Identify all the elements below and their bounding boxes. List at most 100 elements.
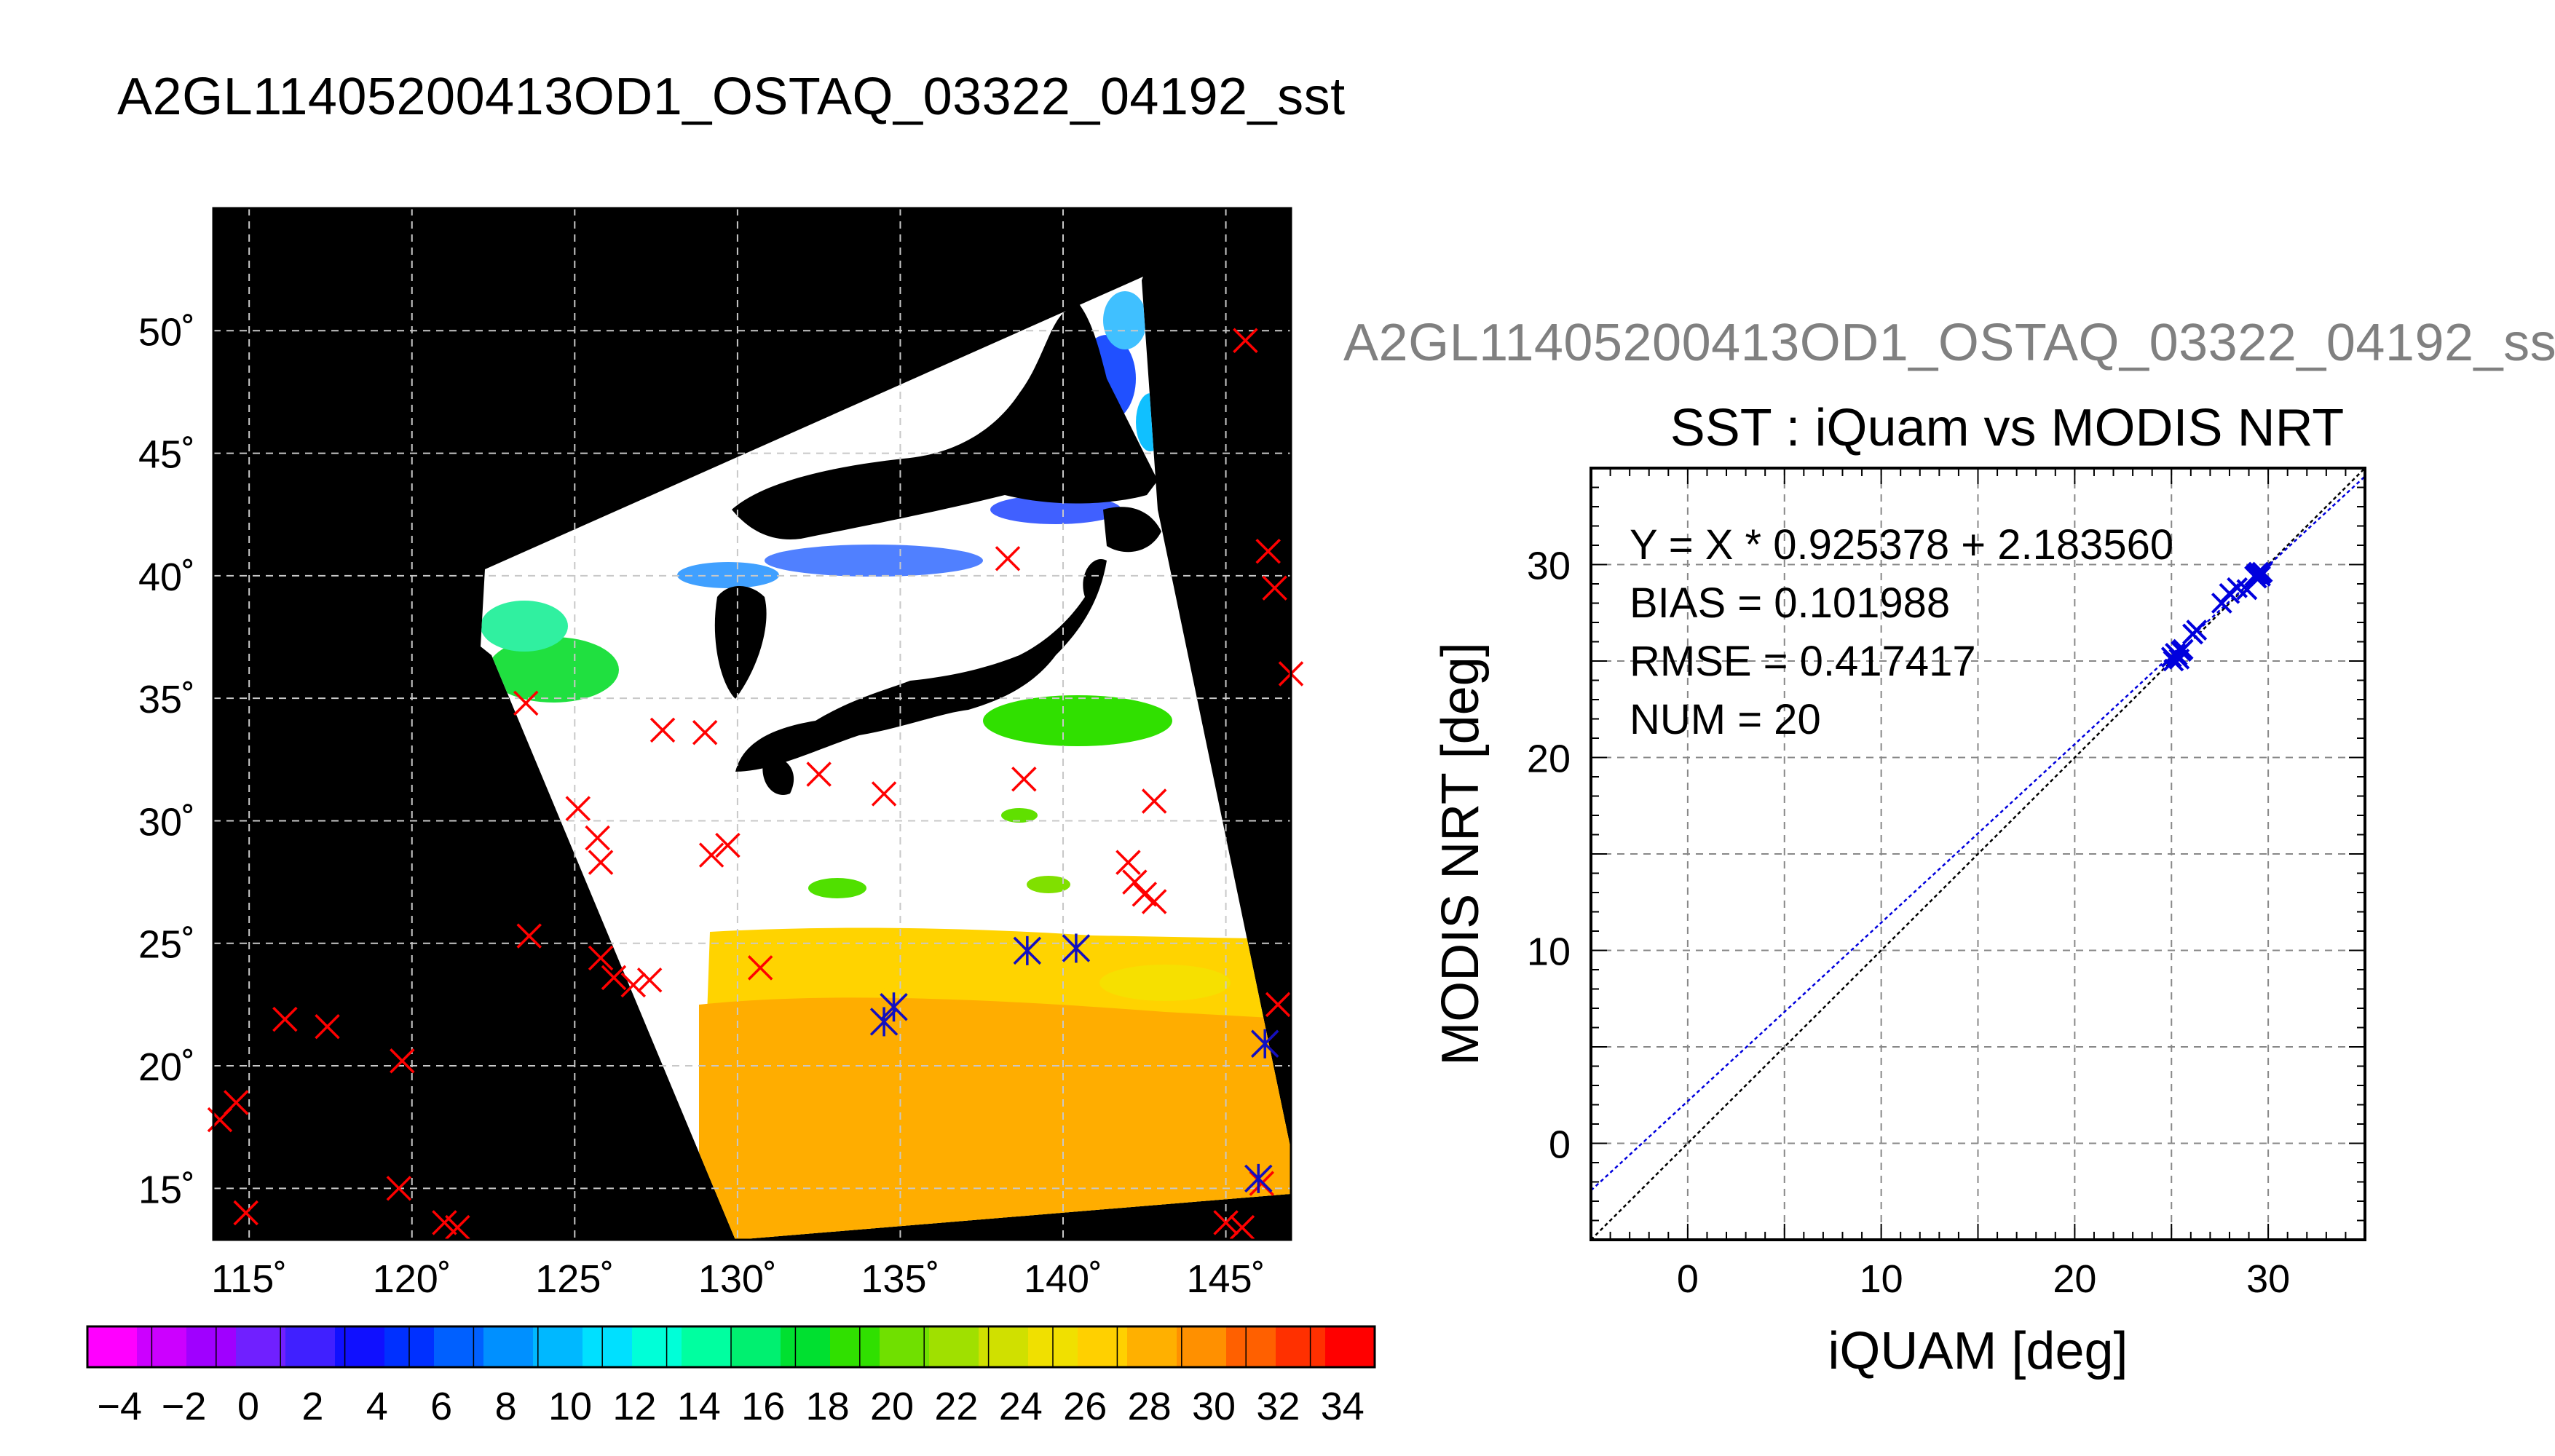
- colorbar-swatch: [1127, 1326, 1177, 1367]
- colorbar-label: 28: [1128, 1385, 1172, 1428]
- insitu-mark: [1213, 1210, 1239, 1235]
- data-point: [2186, 620, 2208, 641]
- colorbar-label: 0: [237, 1385, 259, 1428]
- lon-tick-label: 120˚: [373, 1257, 451, 1301]
- colorbar-swatch: [236, 1326, 286, 1367]
- map-frame: [212, 207, 1292, 1241]
- lon-tick-label: 135˚: [861, 1257, 939, 1301]
- colorbar-label: 22: [934, 1385, 978, 1428]
- colorbar-swatch: [434, 1326, 484, 1367]
- colorbar-swatch: [929, 1326, 979, 1367]
- colorbar-swatch: [1276, 1326, 1326, 1367]
- colorbar-label: 14: [677, 1385, 721, 1428]
- colorbar-label: 20: [870, 1385, 914, 1428]
- colorbar-label: 16: [741, 1385, 785, 1428]
- matchup-mark: [869, 1007, 899, 1037]
- plot-frame: [1590, 467, 2366, 1241]
- colorbar-label: 10: [548, 1385, 592, 1428]
- matchup-mark: [1250, 1029, 1279, 1059]
- matchup-mark: [1013, 935, 1042, 965]
- y-tick-label: 20: [1527, 737, 1571, 781]
- stats-rmse: RMSE = 0.417417: [1630, 638, 1976, 685]
- insitu-mark: [233, 1200, 258, 1226]
- y-axis-label: MODIS NRT [deg]: [1431, 642, 1490, 1066]
- colorbar-swatch: [583, 1326, 633, 1367]
- insitu-mark: [432, 1210, 457, 1235]
- colorbar-label: 30: [1192, 1385, 1236, 1428]
- insitu-mark: [565, 796, 591, 821]
- insitu-mark: [516, 923, 542, 949]
- lat-tick-label: 30˚: [138, 800, 195, 844]
- matchup-mark: [1062, 933, 1091, 963]
- insitu-mark: [1141, 788, 1167, 814]
- insitu-mark: [588, 945, 614, 971]
- colorbar-label: 12: [612, 1385, 656, 1428]
- cold-water: [765, 545, 983, 577]
- lat-tick-label: 25˚: [138, 923, 195, 967]
- lon-tick-label: 145˚: [1187, 1257, 1265, 1301]
- insitu-mark: [1262, 575, 1287, 601]
- data-point: [2250, 565, 2271, 587]
- colorbar-label: 26: [1063, 1385, 1107, 1428]
- insitu-mark: [588, 850, 614, 875]
- insitu-mark: [272, 1006, 298, 1032]
- insitu-mark: [871, 781, 897, 807]
- main-title: A2GL11405200413OD1_OSTAQ_03322_04192_sst: [117, 68, 1346, 126]
- colorbar-swatch: [87, 1326, 138, 1367]
- land-kyushu: [762, 756, 794, 795]
- stats-fit: Y = X * 0.925378 + 2.183560: [1630, 521, 2173, 569]
- fit-line: [1591, 475, 2365, 1192]
- lat-tick-label: 50˚: [138, 310, 195, 354]
- colorbar-label: 34: [1321, 1385, 1365, 1428]
- insitu-mark: [1141, 889, 1167, 914]
- insitu-mark: [715, 832, 741, 858]
- chart-title: SST : iQuam vs MODIS NRT: [1670, 399, 2345, 457]
- insitu-mark: [620, 972, 647, 998]
- y-tick-label: 0: [1549, 1123, 1571, 1167]
- x-tick-label: 30: [2246, 1257, 2290, 1301]
- insitu-mark: [1233, 328, 1258, 353]
- insitu-mark: [390, 1048, 415, 1074]
- land-japan-honshu: [735, 559, 1107, 772]
- colorbar-swatch: [682, 1326, 732, 1367]
- y-tick-label: 10: [1527, 930, 1571, 974]
- colorbar: −4 −2 0 2 4 6 8 10 12 14 16 18 20 22 24 26 28 30 32 34: [86, 1325, 1376, 1428]
- lat-tick-label: 20˚: [138, 1045, 195, 1089]
- insitu-mark: [601, 965, 627, 991]
- x-tick-label: 10: [1860, 1257, 1903, 1301]
- colorbar-label: −2: [162, 1385, 207, 1428]
- insitu-mark: [1122, 869, 1148, 895]
- insitu-mark: [386, 1176, 412, 1201]
- matchup-mark: [1244, 1163, 1273, 1193]
- insitu-mark: [207, 1107, 233, 1133]
- insitu-mark: [698, 842, 724, 868]
- lat-tick-label: 40˚: [138, 555, 195, 599]
- colorbar-label: 4: [366, 1385, 388, 1428]
- y-tick-label: 30: [1527, 545, 1571, 588]
- data-point: [2172, 638, 2194, 660]
- land-korea: [714, 586, 767, 699]
- lat-tick-label: 35˚: [138, 678, 195, 721]
- colorbar-swatch: [186, 1326, 237, 1367]
- insitu-mark: [585, 825, 610, 851]
- colorbar-label: 2: [301, 1385, 323, 1428]
- scatter-plot: SST : iQuam vs MODIS NRT 0 10 20 30 0 10 20 30 iQ…: [1431, 399, 2366, 1380]
- colorbar-swatch: [1177, 1326, 1227, 1367]
- sst-map: 50˚ 45˚ 40˚ 35˚ 30˚ 25˚ 20˚ 15˚ 115˚ 120˚ 125˚ 130˚…: [138, 207, 1304, 1301]
- insitu-mark: [1115, 850, 1141, 875]
- x-tick-label: 0: [1677, 1257, 1699, 1301]
- insitu-mark: [1011, 766, 1037, 792]
- colorbar-label: −4: [97, 1385, 142, 1428]
- insitu-mark: [513, 690, 539, 716]
- insitu-mark: [315, 1013, 340, 1040]
- scatter-subtitle: A2GL11405200413OD1_OSTAQ_03322_04192_sst: [1343, 314, 2555, 372]
- one-to-one-line: [1591, 468, 2365, 1240]
- colorbar-label: 8: [495, 1385, 517, 1428]
- lon-tick-label: 115˚: [211, 1257, 287, 1301]
- colorbar-swatch: [533, 1326, 583, 1367]
- green-water: [488, 637, 619, 703]
- insitu-mark: [636, 967, 663, 993]
- stats-bias: BIAS = 0.101988: [1630, 579, 1950, 627]
- colorbar-swatch: [335, 1326, 385, 1367]
- lon-tick-label: 140˚: [1024, 1257, 1102, 1301]
